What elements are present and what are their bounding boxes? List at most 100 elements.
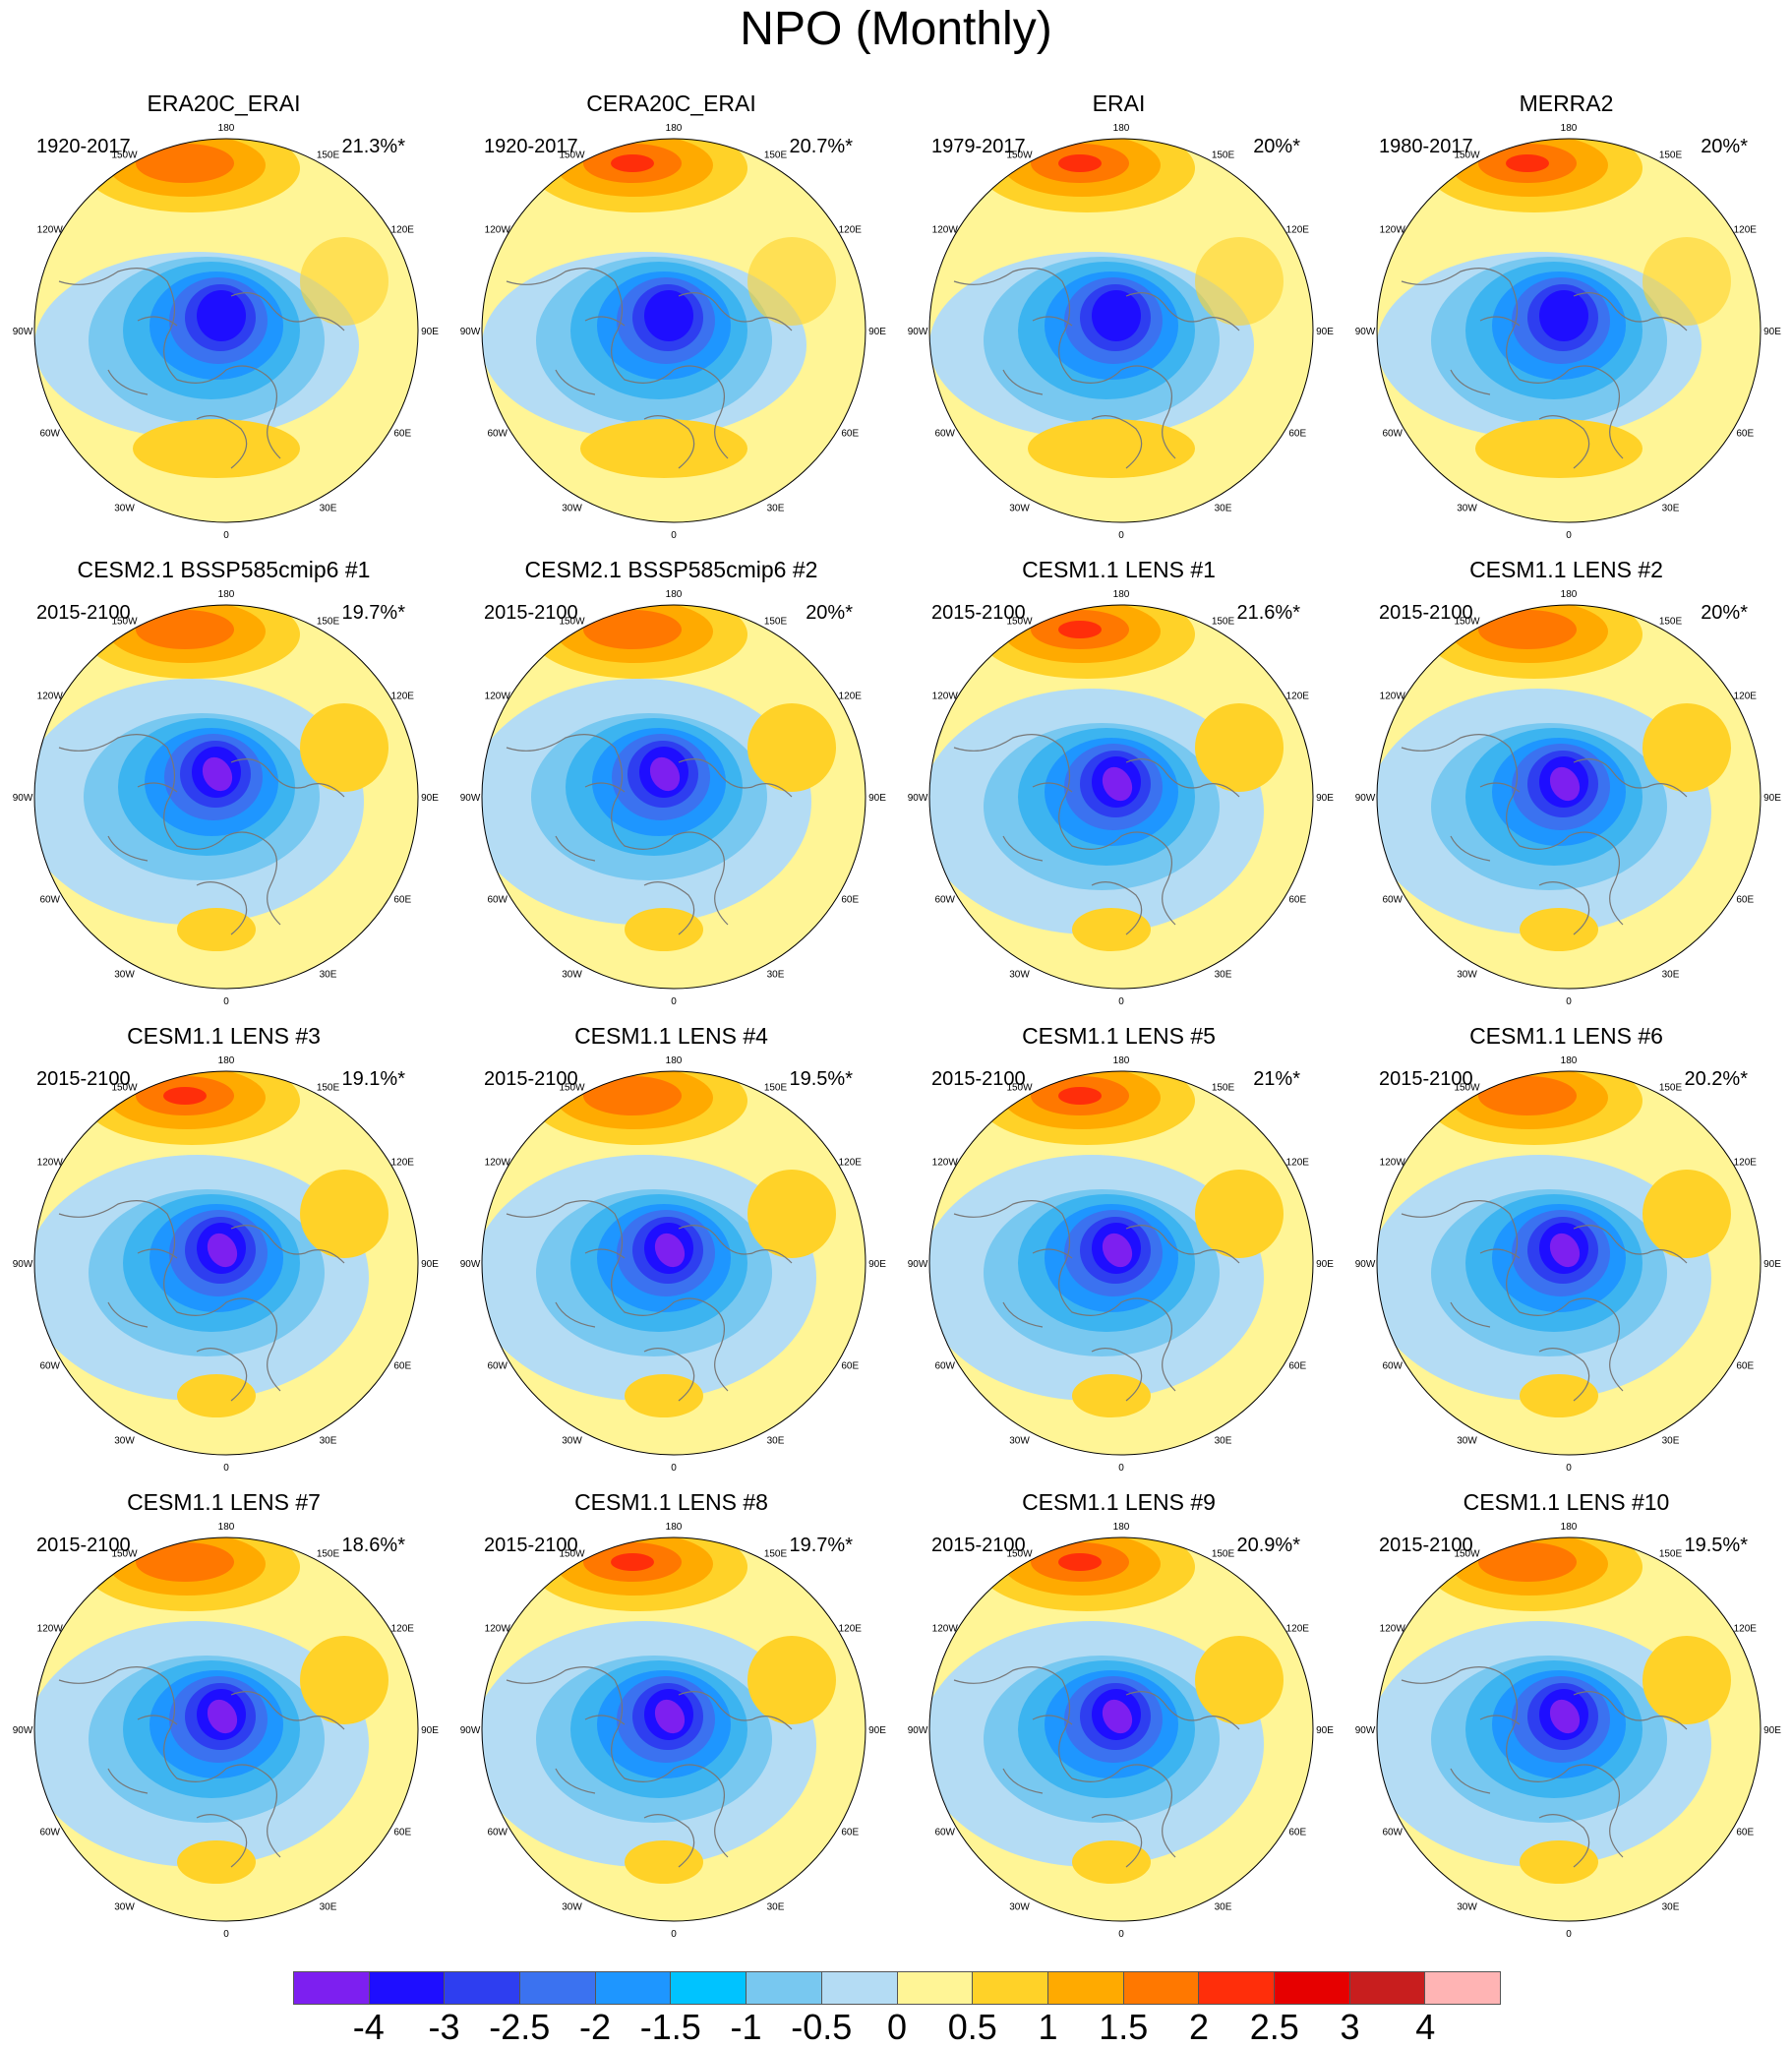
longitude-label: 30W [1457,1435,1477,1446]
anomaly-negative-8 [649,756,681,792]
panel-years: 2015-2100 [484,1068,578,1090]
longitude-label: 30E [1662,503,1680,513]
longitude-label: 120E [839,225,863,236]
map-field [482,1537,866,1921]
longitude-label: 90W [13,793,33,804]
panel-years: 1920-2017 [484,136,578,157]
longitude-label: 60E [393,429,411,440]
panel-years: 2015-2100 [931,602,1026,624]
longitude-label: 60W [934,1828,955,1838]
longitude-label: 90W [908,327,928,337]
longitude-label: 120W [932,1158,959,1169]
anomaly-negative-8 [207,1233,238,1268]
anomaly-negative-8 [202,756,233,792]
anomaly-positive-atlantic [580,419,747,478]
longitude-label: 30W [114,1435,135,1446]
longitude-label: 150E [317,617,340,628]
longitude-label: 30W [1457,1901,1477,1912]
anomaly-positive-3 [1478,1076,1577,1115]
longitude-label: 60E [1288,1361,1306,1372]
colorbar-tick-label: 3 [1340,2007,1360,2047]
coastline [58,268,345,469]
longitude-label: 0 [1118,996,1124,1007]
coastline [58,1666,345,1868]
colorbar-tick-label: 2 [1188,2007,1210,2047]
map-panel: MERRA2 1980-2017 20%* 180 150E 120E 90E 60E 30E 0… [1343,0,1790,541]
longitude-label: 0 [1118,1929,1124,1940]
longitude-label: 120E [1734,1158,1758,1169]
map-border [33,1536,419,1922]
panel-variance-percent: 18.6%* [341,1535,406,1556]
longitude-label: 60E [841,1361,859,1372]
map-panel: CERA20C_ERAI 1920-2017 20.7%* 180 150E 120E 90… [448,0,895,541]
polar-map: 180 150E 120E 90E 60E 30E 0 30W 60W 90W 120W 150W [908,1522,1335,1940]
longitude-label: 150E [764,617,788,628]
colorbar-box [294,1972,370,2004]
panel-variance-percent: 19.5%* [1684,1535,1749,1556]
longitude-label: 30E [320,503,337,513]
longitude-label: 90E [421,327,439,337]
anomaly-positive-atlantic [1520,1840,1598,1884]
polar-map: 180 150E 120E 90E 60E 30E 0 30W 60W 90W 120W 150W [1355,123,1782,541]
anomaly-positive-3 [136,1542,234,1582]
panel-title: CESM1.1 LENS #8 [574,1489,768,1515]
longitude-label: 90E [868,327,886,337]
longitude-label: 60E [841,429,859,440]
longitude-label: 120W [485,692,511,702]
map-border [33,1070,419,1456]
panel-variance-percent: 19.7%* [341,602,406,624]
polar-map: 180 150E 120E 90E 60E 30E 0 30W 60W 90W 120W 150W [13,1055,440,1474]
longitude-label: 0 [223,1929,229,1940]
panel-variance-percent: 20.7%* [789,136,854,157]
longitude-label: 90E [1316,327,1334,337]
anomaly-negative-8 [1549,1233,1581,1268]
longitude-label: 90W [13,327,33,337]
longitude-label: 120E [839,692,863,702]
longitude-label: 0 [671,996,677,1007]
longitude-label: 60E [393,895,411,906]
map-field [34,1537,418,1921]
anomaly-positive-3 [583,610,682,649]
anomaly-negative-8 [1102,766,1133,802]
longitude-label: 120W [37,225,64,236]
anomaly-positive-atlantic [177,1374,256,1417]
coastline [953,1200,1240,1402]
longitude-label: 60W [487,1361,508,1372]
longitude-label: 60W [934,895,955,906]
panel-title: CESM1.1 LENS #1 [1022,557,1216,582]
coastline [1401,734,1688,935]
longitude-label: 180 [218,589,235,600]
longitude-label: 120E [1286,692,1310,702]
anomaly-positive-4 [611,154,654,172]
longitude-label: 30E [767,1901,785,1912]
map-panel: CESM1.1 LENS #2 2015-2100 20%* 180 150E 120E 9… [1343,466,1790,1007]
longitude-label: 150W [559,1549,585,1560]
longitude-label: 120E [391,225,415,236]
longitude-label: 120E [1286,225,1310,236]
longitude-label: 180 [666,589,683,600]
longitude-label: 30E [1215,1901,1232,1912]
panel-variance-percent: 21.6%* [1236,602,1301,624]
panel-title: CESM1.1 LENS #6 [1469,1023,1663,1049]
longitude-label: 30E [320,1901,337,1912]
longitude-label: 0 [671,530,677,541]
anomaly-positive-4 [163,1087,207,1105]
map-border [481,1536,866,1922]
colorbar-box [897,1972,974,2004]
colorbar-box [973,1972,1048,2004]
longitude-label: 60W [1382,1361,1403,1372]
anomaly-positive-atlantic [625,908,703,951]
map-border [928,604,1314,990]
anomaly-positive-4 [611,1553,654,1571]
colorbar-tick-label: 2.5 [1249,2007,1299,2047]
colorbar-tick-label: -3 [428,2007,460,2047]
longitude-label: 180 [666,1522,683,1533]
panel-title: CESM1.1 LENS #2 [1469,557,1663,582]
map-panel: CESM1.1 LENS #10 2015-2100 19.5%* 180 150E 12… [1343,1399,1790,1940]
longitude-label: 30E [1662,1901,1680,1912]
longitude-label: 180 [218,1055,235,1066]
colorbar-box [1123,1972,1200,2004]
anomaly-positive-4 [1058,1553,1102,1571]
coastline [506,268,793,469]
